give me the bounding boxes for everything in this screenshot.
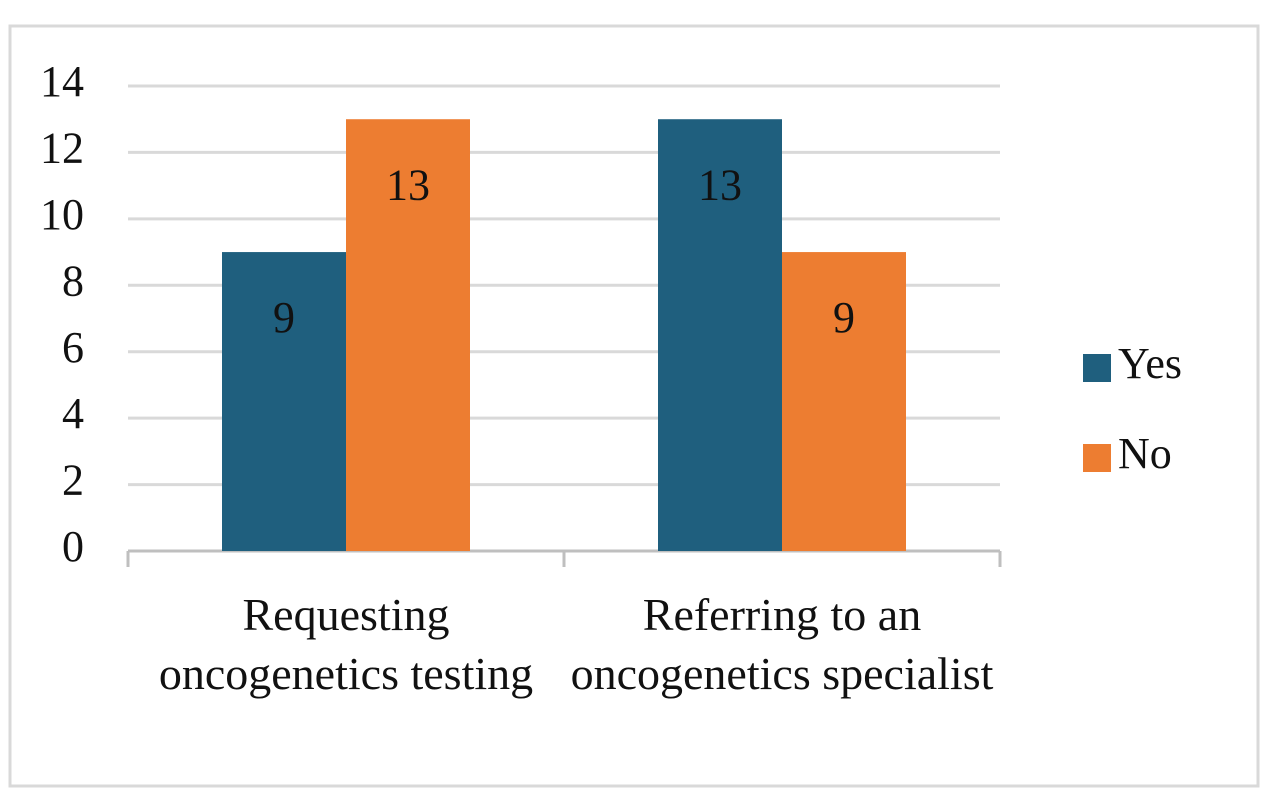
y-tick-label: 8 <box>62 256 84 305</box>
y-tick-label: 6 <box>62 323 84 372</box>
bar <box>346 119 470 551</box>
y-tick-label: 14 <box>40 57 84 106</box>
data-label: 13 <box>698 160 742 209</box>
x-tick-label: Requesting oncogenetics testing <box>158 589 534 699</box>
legend-swatch <box>1083 354 1111 382</box>
data-label: 13 <box>386 160 430 209</box>
bar <box>222 252 346 552</box>
bar <box>782 252 906 552</box>
y-tick-label: 0 <box>62 522 84 571</box>
data-label: 9 <box>833 293 855 342</box>
bar <box>658 119 782 551</box>
y-tick-label: 2 <box>62 456 84 505</box>
y-tick-label: 4 <box>62 389 84 438</box>
legend-swatch <box>1083 444 1111 472</box>
data-label: 9 <box>273 293 295 342</box>
x-tick-label: Referring to an oncogenetics specialist <box>570 589 994 699</box>
legend-label: Yes <box>1118 339 1182 388</box>
y-tick-label: 10 <box>40 190 84 239</box>
y-tick-label: 12 <box>40 124 84 173</box>
legend-label: No <box>1118 429 1172 478</box>
